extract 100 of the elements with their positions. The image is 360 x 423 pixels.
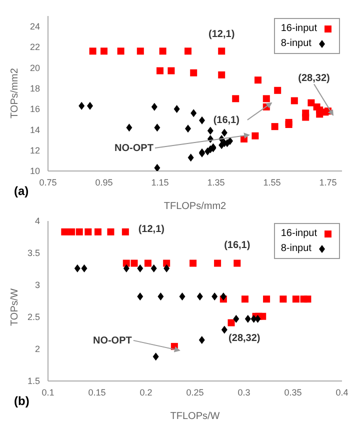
point: [218, 71, 226, 78]
point: [84, 228, 92, 236]
point: [196, 292, 203, 301]
point: [117, 48, 124, 55]
point: [252, 132, 259, 140]
x-tick-label: 0.2: [140, 387, 152, 398]
point: [179, 292, 186, 301]
point: [271, 123, 278, 130]
x-tick-label: 0.3: [238, 387, 250, 398]
point: [136, 48, 144, 55]
point: [228, 319, 235, 326]
point: [292, 296, 300, 303]
point: [68, 228, 76, 236]
text: (a): [14, 184, 29, 198]
point: [290, 97, 298, 104]
point: [94, 228, 102, 236]
y-axis-title: TOPs/mm2: [10, 68, 21, 118]
point: [232, 95, 240, 102]
annotation: (12,1): [208, 29, 235, 40]
point: [89, 48, 96, 55]
annotation: (28,32): [228, 332, 260, 344]
point: [174, 105, 180, 113]
annotation: NO-OPT: [114, 142, 154, 154]
point: [198, 336, 205, 344]
point: [262, 95, 270, 102]
point: [107, 228, 114, 236]
point: [168, 67, 175, 74]
point: [190, 69, 198, 76]
y-tick-label: 22: [30, 42, 40, 52]
point: [234, 260, 241, 267]
point: [285, 118, 292, 126]
point: [164, 264, 170, 272]
point: [274, 86, 282, 94]
y-tick-label: 1.5: [27, 376, 40, 386]
y-tick-label: 3: [34, 280, 40, 290]
point: [78, 102, 85, 110]
point: [159, 48, 166, 55]
point: [81, 264, 88, 272]
point: [156, 67, 164, 74]
point: [151, 102, 158, 111]
point: [154, 164, 160, 171]
x-tick-label: 1.55: [263, 177, 281, 188]
point: [244, 314, 251, 323]
point: [130, 260, 138, 267]
x-tick-label: 1.75: [319, 177, 337, 188]
point: [144, 260, 152, 267]
point: [158, 292, 164, 301]
point: [190, 260, 197, 267]
point: [122, 260, 130, 267]
point: [76, 228, 83, 236]
point: [123, 264, 130, 272]
point: [241, 296, 248, 303]
point: [154, 124, 160, 132]
x-tick-label: 0.25: [186, 387, 204, 398]
point: [304, 296, 312, 303]
annotation: (28,32): [298, 73, 330, 84]
point: [137, 264, 144, 272]
y-tick-label: 12: [30, 146, 40, 156]
y-axis-title: TOPs/W: [10, 288, 21, 326]
point: [302, 110, 310, 117]
point: [163, 260, 170, 267]
point: [190, 109, 197, 118]
y-tick-label: 10: [30, 166, 40, 176]
y-tick-label: 2: [34, 344, 40, 354]
y-tick-label: 24: [30, 22, 40, 32]
annotation: NO-OPT: [92, 335, 132, 346]
point: [227, 137, 233, 146]
x-tick-label: 1.35: [207, 177, 225, 188]
point: [212, 292, 218, 301]
point: [221, 326, 228, 334]
annotation: (16,1): [213, 114, 240, 126]
legend-label: 16-input: [280, 227, 317, 241]
point: [61, 228, 68, 236]
legend-label: 8-input: [280, 242, 312, 256]
point: [214, 260, 222, 267]
point: [259, 312, 266, 320]
x-tick-label: 0.15: [88, 387, 106, 398]
y-tick-label: 18: [30, 84, 40, 94]
point: [100, 48, 108, 55]
y-tick-label: 20: [30, 62, 40, 73]
x-tick-label: 0.1: [42, 387, 54, 398]
x-tick-label: 0.75: [39, 177, 57, 188]
x-tick-label: 0.95: [95, 177, 113, 188]
x-tick-label: 0.4: [336, 387, 348, 398]
point: [137, 292, 144, 301]
point: [122, 228, 129, 236]
annotation: (12,1): [138, 224, 164, 235]
y-tick-label: 3.5: [27, 248, 40, 258]
point: [220, 292, 226, 301]
x-axis-title: TFLOPs/W: [170, 411, 220, 422]
point: [280, 296, 287, 303]
y-tick-label: 14: [30, 124, 40, 135]
point: [233, 314, 240, 323]
point: [254, 76, 262, 84]
x-tick-label: 0.35: [284, 387, 302, 398]
y-tick-label: 4: [34, 216, 40, 226]
legend-label: 8-input: [280, 37, 312, 51]
point: [221, 128, 228, 137]
point: [184, 48, 192, 55]
y-tick-label: 2.5: [27, 312, 40, 322]
